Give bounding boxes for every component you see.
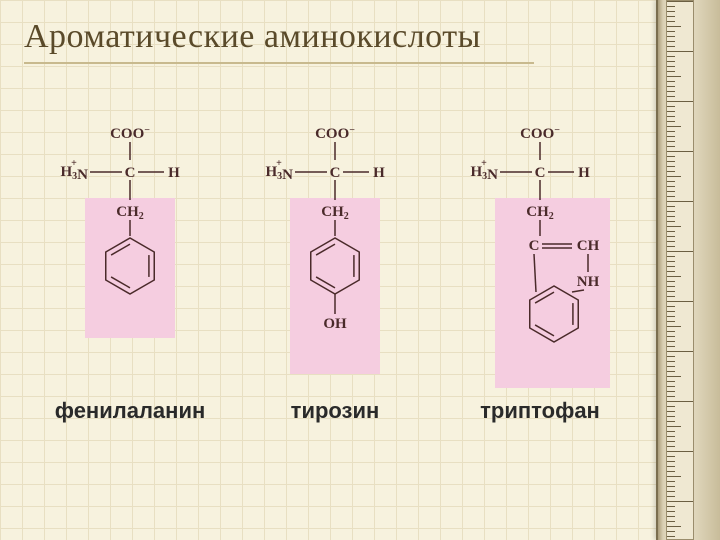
molecule-structure: COO−H3N+CHCH2OH [235,120,435,390]
molecule-name: тирозин [235,398,435,424]
svg-text:C: C [529,238,540,254]
svg-text:H: H [578,165,590,181]
ruler-decoration [656,0,720,540]
molecule-1: COO−H3N+CHCH2OH тирозин [235,120,435,424]
title-text: Ароматические аминокислоты [24,18,481,55]
molecule-name: триптофан [440,398,640,424]
molecule-container: COO−H3N+CHCH2 фенилаланин COO−H3N+CHCH2O… [10,120,650,520]
molecule-2: COO−H3N+CHCH2CCHNH триптофан [440,120,640,424]
svg-text:C: C [125,165,136,181]
svg-text:OH: OH [323,316,347,332]
svg-text:C: C [535,165,546,181]
molecule-structure: COO−H3N+CHCH2 [30,120,230,390]
svg-text:CH: CH [577,238,600,254]
svg-text:H: H [168,165,180,181]
svg-text:COO−: COO− [110,125,150,142]
page-title: Ароматические аминокислоты [24,18,534,64]
molecule-0: COO−H3N+CHCH2 фенилаланин [30,120,230,424]
svg-text:COO−: COO− [520,125,560,142]
svg-text:C: C [330,165,341,181]
svg-text:+: + [71,158,77,169]
svg-text:NH: NH [577,274,600,290]
molecule-name: фенилаланин [30,398,230,424]
molecule-structure: COO−H3N+CHCH2CCHNH [440,120,640,390]
title-underline [24,62,534,64]
ruler-scale [666,0,694,540]
svg-text:H: H [373,165,385,181]
svg-text:COO−: COO− [315,125,355,142]
svg-text:+: + [481,158,487,169]
svg-text:+: + [276,158,282,169]
